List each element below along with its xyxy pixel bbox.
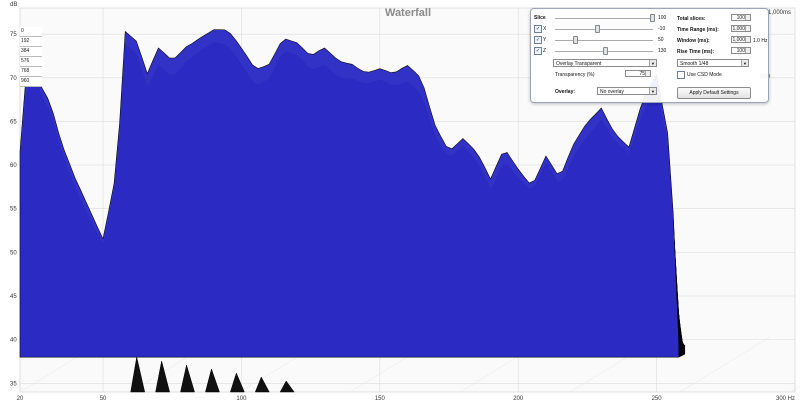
low-frequency-spike [205,368,220,393]
slice-slider-track[interactable] [555,18,653,19]
chevron-down-icon[interactable]: ▼ [741,60,748,66]
waterfall-slice [19,29,680,358]
y-rotation-track[interactable] [555,40,653,41]
chart-title: Waterfall [385,7,431,19]
rise-time-input[interactable]: 100 [731,47,751,54]
y-rotation-value: 50 [658,37,664,43]
rise-time-label: Rise Time (ms): [677,49,715,55]
x-tick-label: 300 Hz [776,396,795,402]
y-tick-label: 70 [10,76,17,82]
y-tick-label: 40 [10,338,17,344]
overlay-select[interactable]: No overlay ▼ [597,87,657,95]
x-rotation-track[interactable] [555,29,653,30]
x-rotation-checkbox[interactable]: ✓ [534,25,542,33]
time-axis-list: 0 192 384 576 768 960 [20,27,42,87]
smoothing-value: Smooth 1/48 [680,61,709,67]
time-label: 192 [20,37,42,47]
slice-value: 100 [658,15,667,21]
y-rotation-thumb[interactable] [573,36,578,44]
transparency-label: Transparency (%) [555,72,595,78]
floor-gridline [679,336,771,393]
z-rotation-thumb[interactable] [603,47,608,55]
x-tick-label: 250 [652,396,663,402]
low-frequency-spike [130,356,146,393]
x-tick-label: 50 [100,396,107,402]
slice-label: Slice [534,15,546,21]
overlay-value: No overlay [600,89,624,95]
y-tick-label: 45 [10,294,17,300]
overlay-label: Overlay: [555,89,576,95]
y-tick-label: 65 [10,119,17,125]
time-range-value: 1,000 [732,26,745,32]
transparency-value: 75 [639,71,645,77]
overlay-mode-select[interactable]: Overlay Transparent ▼ [553,59,657,67]
chevron-down-icon[interactable]: ▼ [649,60,656,66]
x-rotation-label: X [543,26,547,32]
apply-default-settings-button[interactable]: Apply Default Settings [677,87,751,99]
x-rotation-value: -10 [658,26,666,32]
time-label: 384 [20,47,42,57]
slice-slider-thumb[interactable] [650,14,655,22]
waterfall-surface [19,29,686,393]
y-tick-label: 60 [10,163,17,169]
x-tick-label: 150 [375,396,386,402]
z-rotation-value: 130 [658,48,667,54]
window-value: 1,000 [732,37,745,43]
total-slices-label: Total slices: [677,16,706,22]
low-frequency-spike [155,360,170,393]
y-rotation-checkbox[interactable]: ✓ [534,36,542,44]
smoothing-select[interactable]: Smooth 1/48 ▼ [677,59,749,67]
y-tick-label: 75 [10,32,17,38]
time-range-input[interactable]: 1,000 [731,25,751,32]
z-rotation-label: Z [543,48,547,54]
low-frequency-spike [230,372,245,393]
low-frequency-spike [254,376,270,393]
z-rotation-checkbox[interactable]: ✓ [534,47,542,55]
x-rotation-thumb[interactable] [595,25,600,33]
transparency-input[interactable]: 75 [625,70,651,77]
y-tick-label: 50 [10,250,17,256]
csd-mode-label: Use CSD Mode [687,72,722,78]
time-label: 0 [20,27,42,37]
total-slices-value: 100 [736,15,745,21]
time-label: 576 [20,57,42,67]
y-rotation-label: Y [543,37,547,43]
low-frequency-spike [279,380,295,393]
x-tick-label: 20 [17,396,24,402]
time-end-label: 1,000ms [768,10,791,16]
window-input[interactable]: 1,000 [731,36,751,43]
window-label: Window (ms): [677,38,710,44]
time-label: 768 [20,67,42,77]
time-range-label: Time Range (ms): [677,27,719,33]
axis-ticks: 75 70 65 60 55 50 45 40 35 20 50 100 150 200 250 300 Hz [10,32,795,402]
y-axis-label: dB [10,2,17,8]
total-slices-input[interactable]: 100 [731,14,751,21]
time-label: 960 [20,77,42,87]
overlay-mode-value: Overlay Transparent [556,61,602,67]
rise-time-value: 100 [736,48,745,54]
chevron-down-icon[interactable]: ▼ [649,88,656,94]
y-tick-label: 35 [10,381,17,387]
y-tick-label: 55 [10,207,17,213]
low-frequency-spike [180,364,195,393]
x-tick-label: 100 [236,396,247,402]
csd-mode-checkbox[interactable] [677,71,685,79]
window-hz: 1.0 Hz [753,38,768,44]
x-tick-label: 200 [513,396,524,402]
waterfall-controls-panel: Slice 100 ✓ X -10 ✓ Y 50 ✓ Z 130 Overlay… [530,8,769,103]
